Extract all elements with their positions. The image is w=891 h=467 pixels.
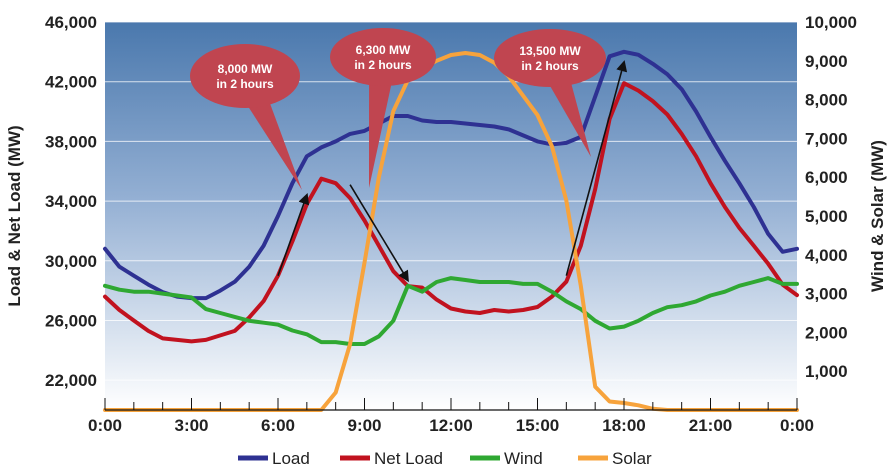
y-axis-title: Load & Net Load (MW)	[5, 125, 24, 306]
x-tick-label: 18:00	[602, 416, 645, 435]
legend-item-solar: Solar	[578, 449, 652, 467]
y2-tick-label: 4,000	[805, 246, 848, 265]
x-tick-label: 3:00	[174, 416, 208, 435]
ramp-arrow	[277, 192, 310, 276]
y2-tick-label: 5,000	[805, 207, 848, 226]
y2-tick-label: 1,000	[805, 362, 848, 381]
legend-item-net-load: Net Load	[340, 449, 443, 467]
x-tick-label: 0:00	[88, 416, 122, 435]
legend-label: Net Load	[374, 449, 443, 467]
legend-label: Load	[272, 449, 310, 467]
callout-tail	[369, 55, 397, 189]
y2-tick-label: 6,000	[805, 168, 848, 187]
y-tick-label: 38,000	[45, 132, 97, 151]
y-tick-label: 22,000	[45, 371, 97, 390]
axes: 22,000 26,000 30,000 34,000 38,000 42,000 46,0…	[45, 13, 857, 435]
series-line-wind	[103, 276, 799, 346]
y2-tick-label: 2,000	[805, 323, 848, 342]
y-tick-label: 46,000	[45, 13, 97, 32]
x-tick-label: 15:00	[516, 416, 559, 435]
x-tick-label: 6:00	[261, 416, 295, 435]
x-tick-label: 21:00	[689, 416, 732, 435]
y-tick-label: 30,000	[45, 252, 97, 271]
callout-label: in 2 hours	[521, 59, 579, 73]
legend: Load Net Load Wind Solar	[238, 449, 652, 467]
y2-tick-label: 3,000	[805, 285, 848, 304]
ramp-arrow	[349, 184, 409, 283]
y2-tick-label: 7,000	[805, 129, 848, 148]
callout-label: 8,000 MW	[218, 62, 273, 76]
callout-label: in 2 hours	[354, 58, 412, 72]
y2-tick-label: 8,000	[805, 91, 848, 110]
legend-label: Wind	[504, 449, 543, 467]
y2-axis-title: Wind & Solar (MW)	[868, 140, 887, 292]
y-tick-label: 34,000	[45, 192, 97, 211]
callout-bubble	[190, 44, 300, 108]
callout-label: 6,300 MW	[356, 43, 411, 57]
y2-tick-label: 10,000	[805, 13, 857, 32]
gridlines	[105, 21, 797, 381]
x-tick-label: 9:00	[347, 416, 381, 435]
series-line-load	[103, 49, 799, 301]
legend-item-load: Load	[238, 449, 310, 467]
callout-label: 13,500 MW	[519, 44, 581, 58]
y-tick-label: 42,000	[45, 73, 97, 92]
x-tick-label: 0:00	[780, 416, 814, 435]
legend-item-wind: Wind	[470, 449, 543, 467]
ramp-arrow	[565, 60, 628, 276]
callout-bubble	[494, 29, 606, 87]
callout-bubble	[330, 28, 436, 86]
callout-label: in 2 hours	[216, 77, 274, 91]
x-tick-label: 12:00	[429, 416, 472, 435]
y-tick-label: 26,000	[45, 311, 97, 330]
series-line-net-load	[103, 81, 799, 344]
legend-label: Solar	[612, 449, 652, 467]
y2-tick-label: 9,000	[805, 52, 848, 71]
